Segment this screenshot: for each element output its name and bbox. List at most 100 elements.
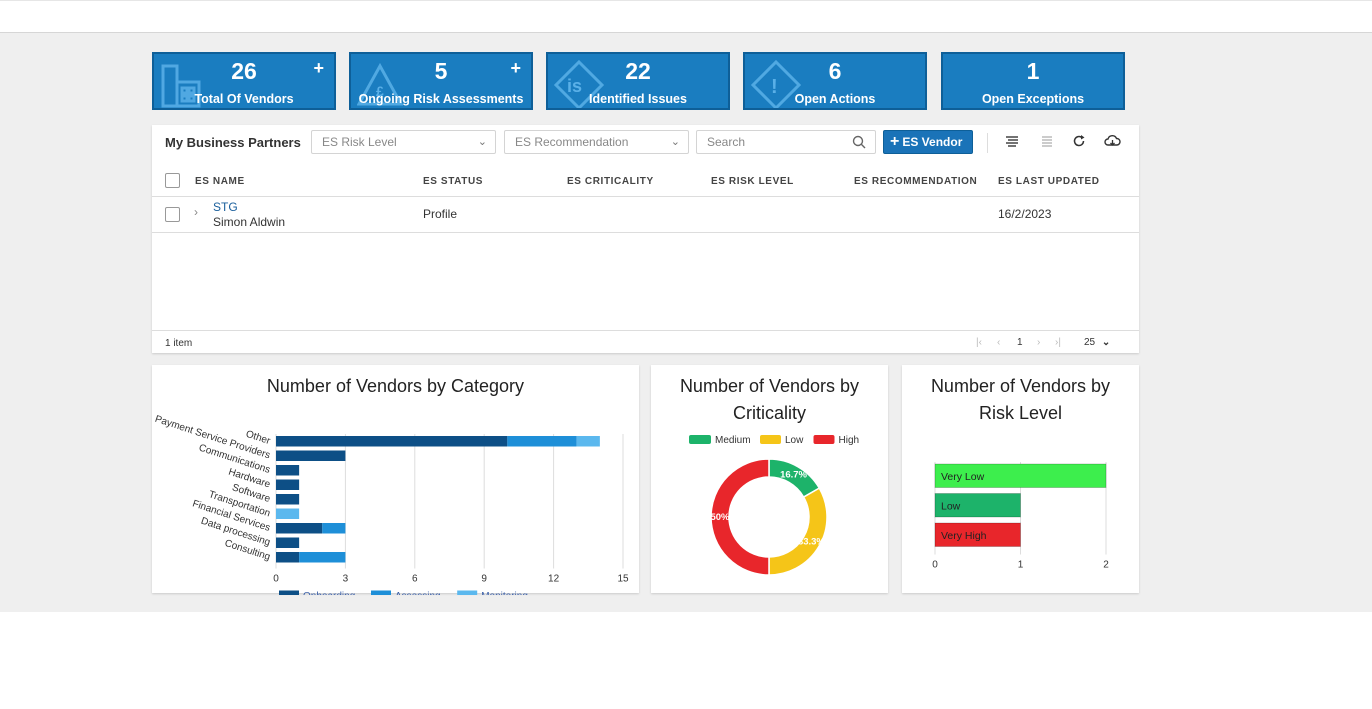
column-header-status[interactable]: ES STATUS bbox=[423, 176, 484, 187]
category-chart-card: Number of Vendors by Category 0 3 6 9 12 15 Ot… bbox=[152, 365, 639, 595]
legend-swatch bbox=[689, 435, 711, 444]
bar-label: Very Low bbox=[941, 471, 985, 483]
warning-triangle-icon: £ bbox=[357, 62, 403, 106]
recommendation-dropdown[interactable]: ES Recommendation ⌄ bbox=[504, 130, 689, 154]
add-vendor-plus[interactable]: + bbox=[313, 58, 324, 78]
first-page-icon[interactable]: |‹ bbox=[976, 337, 982, 348]
legend-label: Monitoring bbox=[481, 591, 528, 595]
data-label: 33.3% bbox=[798, 537, 825, 548]
column-header-name[interactable]: ES NAME bbox=[195, 176, 245, 187]
vendor-status: Profile bbox=[423, 207, 458, 221]
kpi-label: Open Exceptions bbox=[981, 92, 1085, 106]
svg-text:£: £ bbox=[376, 83, 384, 99]
expand-row-chevron-icon[interactable]: › bbox=[194, 205, 198, 219]
kpi-value: 1 bbox=[1026, 58, 1040, 84]
chevron-down-icon: ⌄ bbox=[477, 136, 487, 148]
kpi-value: 22 bbox=[625, 58, 651, 84]
search-placeholder: Search bbox=[707, 135, 746, 149]
bar-segment bbox=[276, 465, 300, 476]
x-tick-label: 12 bbox=[548, 574, 560, 585]
page-size-value: 25 bbox=[1084, 337, 1096, 348]
criticality-donut-chart: Medium Low High 16.7% 33.3% 50% bbox=[689, 435, 860, 576]
page-size-select[interactable]: 25 ⌄ bbox=[1084, 337, 1110, 348]
bar-segment bbox=[299, 552, 346, 563]
legend-label: High bbox=[839, 435, 860, 446]
bar-segment bbox=[276, 494, 300, 505]
bar-segment bbox=[507, 436, 577, 447]
bar-segment bbox=[276, 436, 508, 447]
x-tick-label: 15 bbox=[617, 574, 629, 585]
bar-segment bbox=[276, 450, 346, 461]
risk-level-dropdown[interactable]: ES Risk Level ⌄ bbox=[311, 130, 496, 154]
kpi-open-exceptions[interactable]: 1 Open Exceptions bbox=[941, 52, 1125, 110]
kpi-label: Ongoing Risk Assessments bbox=[358, 92, 524, 106]
bar bbox=[934, 463, 1107, 488]
list-icon[interactable] bbox=[1040, 134, 1054, 148]
toolbar-divider bbox=[987, 133, 988, 153]
legend-swatch bbox=[760, 435, 781, 444]
column-header-recommendation[interactable]: ES RECOMMENDATION bbox=[854, 176, 978, 187]
select-all-checkbox[interactable] bbox=[165, 173, 180, 188]
x-tick-label: 6 bbox=[412, 574, 418, 585]
vendor-name-link[interactable]: STG bbox=[213, 200, 238, 214]
legend-label: Medium bbox=[715, 435, 751, 446]
legend-swatch bbox=[813, 435, 835, 444]
current-page[interactable]: 1 bbox=[1017, 337, 1023, 348]
kpi-open-actions[interactable]: ! 6 Open Actions bbox=[743, 52, 927, 110]
chart-title: Number of Vendors by Category bbox=[266, 376, 525, 396]
bar-segment bbox=[276, 537, 300, 548]
x-tick-label: 0 bbox=[932, 560, 938, 571]
row-checkbox[interactable] bbox=[165, 207, 180, 222]
kpi-label: Total Of Vendors bbox=[194, 92, 294, 106]
table-row[interactable]: › STG Simon Aldwin Profile 16/2/2023 bbox=[152, 197, 1139, 233]
bar-segment bbox=[276, 523, 323, 534]
table-header: ES NAME ES STATUS ES CRITICALITY ES RISK… bbox=[152, 167, 1139, 197]
chevron-down-icon: ⌄ bbox=[1101, 337, 1111, 348]
add-assessment-plus[interactable]: + bbox=[510, 58, 521, 78]
legend-label: Assessing bbox=[395, 591, 441, 595]
search-input[interactable]: Search bbox=[696, 130, 876, 154]
add-vendor-button[interactable]: + ES Vendor bbox=[883, 130, 973, 154]
building-icon bbox=[161, 64, 201, 108]
svg-text:!: ! bbox=[771, 76, 778, 98]
legend-swatch bbox=[457, 590, 478, 595]
search-icon[interactable] bbox=[852, 135, 866, 149]
bar-segment bbox=[276, 479, 300, 490]
column-header-last-updated[interactable]: ES LAST UPDATED bbox=[998, 176, 1100, 187]
x-tick-label: 9 bbox=[481, 574, 487, 585]
column-header-criticality[interactable]: ES CRITICALITY bbox=[567, 176, 654, 187]
last-page-icon[interactable]: ›| bbox=[1055, 337, 1061, 348]
bar-segment bbox=[276, 552, 300, 563]
svg-text:is: is bbox=[567, 76, 582, 96]
item-count: 1 item bbox=[165, 338, 193, 349]
refresh-icon[interactable] bbox=[1072, 134, 1086, 148]
kpi-value: 6 bbox=[828, 58, 842, 84]
legend-label: Onboarding bbox=[303, 591, 355, 595]
donut-slice bbox=[710, 458, 770, 576]
add-vendor-label: ES Vendor bbox=[902, 135, 963, 149]
prev-page-icon[interactable]: ‹ bbox=[997, 337, 1001, 348]
kpi-identified-issues[interactable]: is 22 Identified Issues bbox=[546, 52, 730, 110]
align-text-icon[interactable] bbox=[1005, 134, 1019, 148]
x-tick-label: 2 bbox=[1103, 560, 1109, 571]
plus-icon: + bbox=[890, 133, 900, 150]
chart-title: Number of Vendors by Risk Level bbox=[930, 376, 1111, 423]
legend-swatch bbox=[371, 590, 391, 595]
exclamation-diamond-icon: ! bbox=[751, 60, 801, 108]
issue-diamond-icon: is bbox=[554, 60, 604, 108]
bar-segment bbox=[576, 436, 600, 447]
risk-level-chart-card: Number of Vendors by Risk Level 0 1 2 Very … bbox=[902, 365, 1139, 593]
legend-label: Low bbox=[785, 435, 804, 446]
kpi-total-vendors[interactable]: 26 + Total Of Vendors bbox=[152, 52, 336, 110]
grid-title: My Business Partners bbox=[165, 135, 301, 150]
bar-label: Low bbox=[941, 500, 961, 512]
kpi-label: Open Actions bbox=[794, 92, 876, 106]
x-tick-label: 1 bbox=[1018, 560, 1024, 571]
cloud-download-icon[interactable] bbox=[1104, 134, 1121, 148]
data-label: 16.7% bbox=[780, 470, 807, 481]
next-page-icon[interactable]: › bbox=[1037, 337, 1041, 348]
column-header-risk-level[interactable]: ES RISK LEVEL bbox=[711, 176, 794, 187]
business-partners-grid: My Business Partners ES Risk Level ⌄ ES … bbox=[152, 125, 1139, 353]
kpi-ongoing-risk-assessments[interactable]: £ 5 + Ongoing Risk Assessments bbox=[349, 52, 533, 110]
